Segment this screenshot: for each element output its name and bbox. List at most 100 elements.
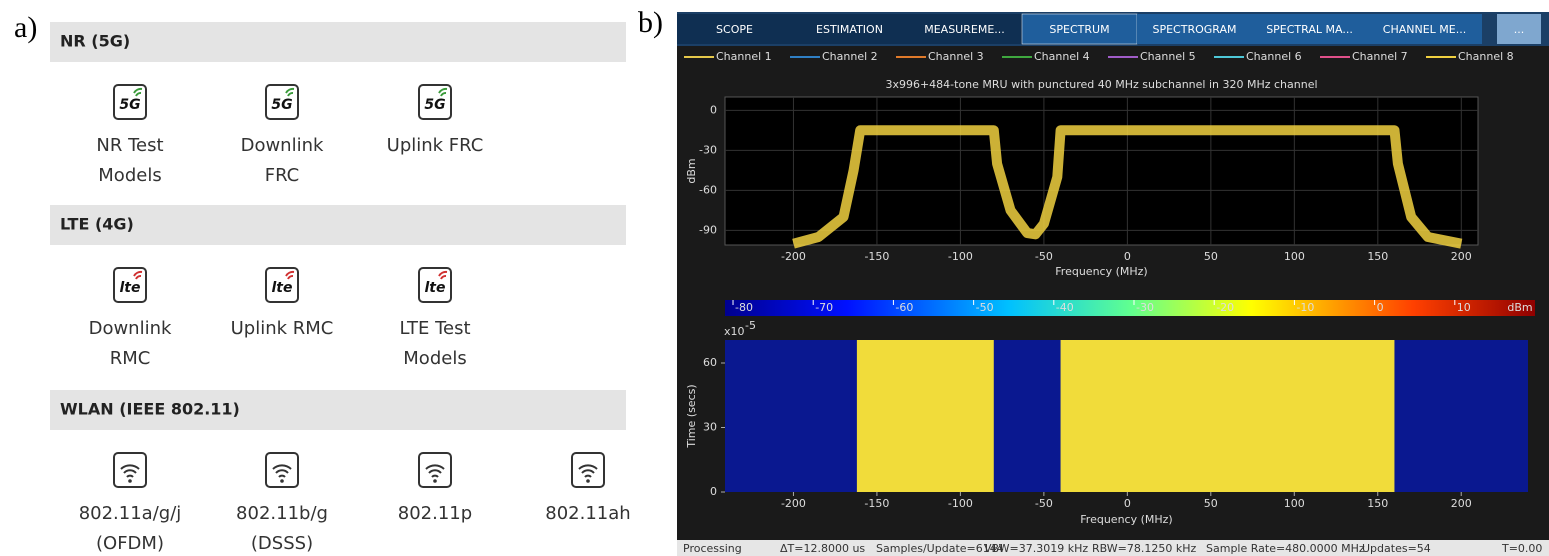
tab[interactable] [677,14,792,44]
legend-label: Channel 7 [1352,50,1408,63]
legend-label: Channel 6 [1246,50,1302,63]
wifi-dot [586,479,590,483]
icon-text: 5G [271,97,292,113]
icon-text: 5G [119,97,140,113]
icon-signal [438,270,448,280]
panel-label: b) [638,6,663,39]
app-label[interactable]: FRC [265,165,300,186]
app-label[interactable]: 802.11b/g [236,503,328,524]
icon-text: lte [425,280,446,296]
app-label[interactable]: Models [403,348,466,369]
colorbar-tick-label: -40 [1056,301,1074,314]
status-text: Sample Rate=480.0000 MHz [1206,542,1365,555]
tab-label[interactable]: ESTIMATION [816,23,883,36]
app-label[interactable]: LTE Test [399,318,470,339]
app-label[interactable]: Models [98,165,161,186]
tab[interactable] [1021,13,1138,45]
plot-title: 3x996+484-tone MRU with punctured 40 MHz… [885,78,1317,91]
y-scale-base: x10 [724,325,745,338]
section-header [50,22,626,62]
tab[interactable] [1252,14,1367,44]
x-tick-label: 100 [1284,250,1305,263]
colorbar-tick-label: 10 [1457,301,1471,314]
x-tick-label: 0 [1124,250,1131,263]
tab-label[interactable]: ... [1514,23,1525,36]
occupied-band [1060,340,1395,492]
tab-label[interactable]: CHANNEL ME... [1383,23,1466,36]
app-label[interactable]: RMC [110,348,151,369]
app-label[interactable]: Uplink FRC [387,135,484,156]
wifi-icon [578,464,598,478]
tab[interactable] [1367,14,1482,44]
app-label[interactable]: 802.11a/g/j [79,503,182,524]
status-text: VBW=37.3019 kHz [984,542,1088,555]
occupied-band [856,340,994,492]
y-tick-label: -60 [699,183,717,196]
y-axis-label: Time (secs) [685,384,698,448]
x-tick-label: 0 [1124,497,1131,510]
app-label[interactable]: 802.11p [398,503,472,524]
wifi-icon [120,464,140,478]
tab-label[interactable]: MEASUREME... [924,23,1005,36]
colorbar-tick-label: -30 [1136,301,1154,314]
status-bar [677,540,1549,556]
app-label[interactable]: (DSSS) [251,533,313,554]
x-tick-label: -200 [781,497,806,510]
status-text: Samples/Update=6144 [876,542,1004,555]
icon-text: 5G [424,97,445,113]
legend-label: Channel 1 [716,50,772,63]
x-tick-label: 50 [1204,497,1218,510]
x-tick-label: -50 [1035,497,1053,510]
tab[interactable] [1497,14,1541,44]
icon-text: lte [272,280,293,296]
y-tick-label: -30 [699,143,717,156]
x-tick-label: 150 [1367,250,1388,263]
status-text: ΔT=12.8000 us [780,542,865,555]
y-tick-label: 60 [703,356,717,369]
x-tick-label: -150 [864,250,889,263]
wifi-dot [433,479,437,483]
tab[interactable] [907,14,1022,44]
x-tick-label: -100 [948,497,973,510]
wifi-icon [425,464,445,478]
legend-label: Channel 2 [822,50,878,63]
colorbar-tick-label: -60 [895,301,913,314]
spectrum-trace [792,125,1463,249]
x-tick-label: 150 [1367,497,1388,510]
app-label[interactable]: NR Test [96,135,163,156]
section-title: NR (5G) [60,32,130,51]
panel-label: a) [14,11,37,44]
x-tick-label: 50 [1204,250,1218,263]
icon-signal [285,270,295,280]
app-label[interactable]: Downlink [89,318,172,339]
legend-label: Channel 3 [928,50,984,63]
y-tick-label: 0 [710,485,717,498]
icon-signal [133,270,143,280]
colorbar-tick-label: -70 [815,301,833,314]
status-text: Processing [683,542,742,555]
app-label[interactable]: (OFDM) [96,533,164,554]
colorbar-tick-label: 0 [1377,301,1384,314]
y-scale-exponent: -5 [745,319,756,332]
tab[interactable] [792,14,907,44]
colorbar-tick-label: -80 [735,301,753,314]
x-tick-label: -100 [948,250,973,263]
colorbar [725,300,1535,316]
tab[interactable] [1137,14,1252,44]
app-label[interactable]: 802.11ah [545,503,630,524]
tab-label[interactable]: SCOPE [716,23,753,36]
tab-label[interactable]: SPECTRAL MA... [1266,23,1353,36]
tab-label[interactable]: SPECTROGRAM [1152,23,1236,36]
colorbar-tick-label: -50 [976,301,994,314]
status-text: RBW=78.1250 kHz [1092,542,1197,555]
app-label[interactable]: Downlink [241,135,324,156]
wifi-icon [272,464,292,478]
app-label[interactable]: Uplink RMC [231,318,334,339]
tab-label[interactable]: SPECTRUM [1049,23,1109,36]
y-tick-label: -90 [699,223,717,236]
x-tick-label: 100 [1284,497,1305,510]
colorbar-tick-label: -10 [1296,301,1314,314]
x-tick-label: -150 [864,497,889,510]
x-tick-label: -200 [781,250,806,263]
